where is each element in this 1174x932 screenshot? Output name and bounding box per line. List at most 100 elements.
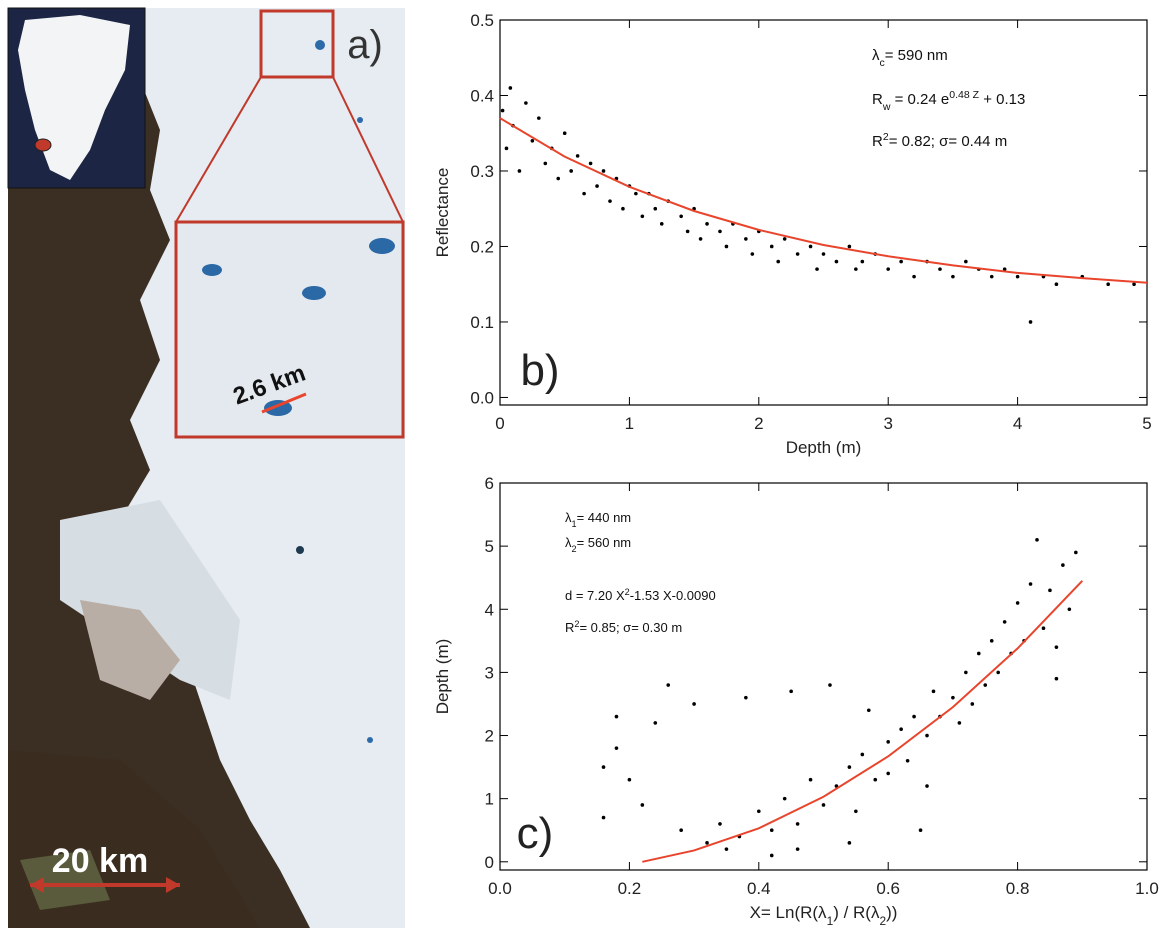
data-point (1015, 274, 1020, 279)
data-point (769, 853, 774, 858)
data-point (782, 796, 787, 801)
y-tick-label: 0 (485, 853, 494, 872)
y-tick-label: 0.5 (470, 11, 494, 30)
data-point (744, 237, 748, 241)
data-point (718, 229, 722, 234)
data-point (912, 274, 916, 279)
melt-lake (296, 546, 304, 554)
moraine (80, 600, 180, 700)
y-tick-label: 1 (485, 790, 494, 809)
data-point (659, 222, 664, 226)
melt-lake (357, 117, 363, 123)
text-part: )) (886, 903, 897, 922)
superscript: 2 (574, 619, 579, 629)
data-point (899, 727, 903, 732)
data-point (769, 828, 774, 833)
data-point (621, 206, 625, 211)
data-point (537, 116, 541, 120)
data-point (847, 765, 852, 769)
annotation: d = 7.20 X2-1.53 X-0.0090 (565, 587, 716, 603)
data-point (1106, 282, 1110, 287)
data-point (705, 841, 709, 845)
data-point (1015, 601, 1020, 605)
y-tick-label: 0.3 (470, 162, 494, 181)
y-tick-label: 0.0 (470, 388, 494, 407)
data-point (964, 259, 968, 264)
data-point (886, 267, 890, 271)
data-point (976, 651, 981, 656)
text-part: = 590 nm (885, 47, 948, 64)
data-point (1028, 320, 1033, 324)
y-tick-label: 4 (485, 600, 494, 619)
data-point (608, 199, 612, 203)
panel-label: a) (347, 23, 383, 67)
data-point (873, 777, 878, 782)
x-tick-label: 5 (1142, 414, 1151, 433)
superscript: 2 (625, 587, 630, 597)
data-point (698, 237, 703, 241)
data-point (724, 847, 729, 851)
data-point (500, 108, 505, 113)
data-point (757, 809, 761, 814)
data-point (854, 809, 858, 814)
data-point (588, 161, 593, 166)
plot-frame (499, 482, 1148, 871)
data-point (640, 803, 645, 807)
data-point (866, 708, 871, 713)
data-point (795, 252, 800, 256)
data-point (543, 161, 548, 166)
location-dot (34, 138, 52, 152)
text-part: X= Ln(R(λ (750, 903, 827, 922)
data-point (931, 689, 936, 694)
zoom-source (259, 9, 335, 79)
data-point (685, 229, 690, 234)
data-point (640, 214, 645, 219)
data-point (918, 828, 923, 833)
data-point (808, 244, 813, 249)
data-point (821, 252, 826, 256)
data-point (808, 777, 813, 782)
data-point (569, 169, 573, 173)
text-part: Depth (m) (786, 438, 862, 457)
data-point (951, 695, 955, 700)
lake-length (261, 392, 307, 414)
text-part: -1.53 X-0.0090 (630, 588, 716, 603)
fit-curve (642, 580, 1084, 863)
y-axis-title: Reflectance (433, 168, 452, 258)
melt-lake (367, 737, 373, 743)
lake-land (20, 850, 110, 910)
plot-frame (499, 19, 1148, 406)
text-part: ) / R(λ (833, 903, 880, 922)
data-point (938, 267, 942, 271)
satellite-image: a) 2.6 km 20 km (7, 7, 405, 928)
x-axis-title: Depth (m) (786, 438, 862, 457)
data-point (847, 841, 852, 845)
melt-lake (315, 40, 325, 50)
melt-lake (302, 286, 326, 300)
data-point (595, 184, 599, 188)
x-axis-title: X= Ln(R(λ1) / R(λ2)) (750, 903, 898, 928)
data-point (724, 244, 729, 249)
subscript: w (882, 101, 891, 113)
data-point (627, 777, 632, 782)
melt-lake (202, 264, 222, 276)
data-point (582, 191, 586, 196)
data-point (1002, 620, 1007, 624)
subscript: 2 (879, 914, 886, 928)
panel-label: b) (520, 346, 559, 395)
data-point (789, 689, 793, 694)
panel-label: c) (517, 809, 554, 858)
data-point (679, 828, 683, 833)
data-point (508, 86, 513, 90)
y-tick-label: 5 (485, 537, 494, 556)
data-point (782, 237, 787, 241)
data-point (860, 752, 865, 757)
data-point (983, 683, 988, 687)
data-point (964, 670, 968, 675)
data-point (957, 721, 962, 725)
text-part: = 0.85; σ= 0.30 m (579, 620, 682, 635)
data-point (1002, 267, 1007, 271)
text-part: λ (565, 510, 572, 525)
annotation: λ2= 560 nm (565, 535, 631, 554)
text-part: Reflectance (433, 168, 452, 258)
